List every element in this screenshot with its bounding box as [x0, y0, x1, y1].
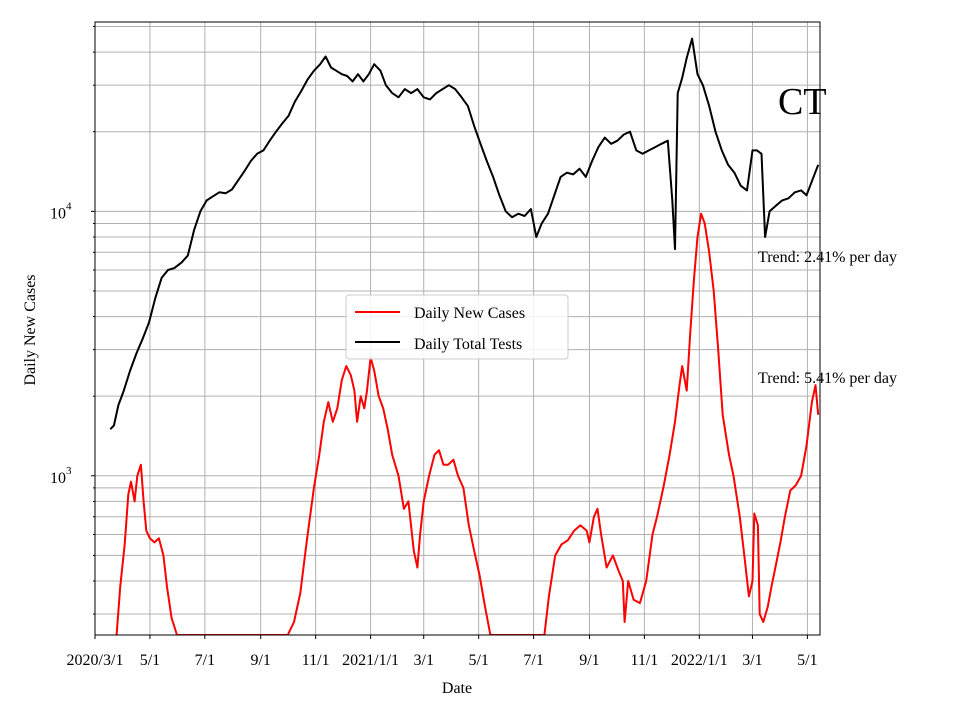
trend-annotation-cases: Trend: 5.41% per day [758, 370, 897, 387]
x-tick-label: 2021/1/1 [342, 652, 399, 669]
legend-label-tests: Daily Total Tests [414, 336, 522, 353]
legend: Daily New Cases Daily Total Tests [345, 294, 569, 360]
series-line-1 [109, 37, 820, 430]
x-tick-label: 11/1 [302, 652, 330, 669]
series-line-0 [115, 212, 820, 635]
x-tick-label: 3/1 [414, 652, 434, 669]
plot-frame [94, 21, 821, 636]
y-tick-label: 103 [50, 465, 72, 487]
x-tick-label: 11/1 [630, 652, 658, 669]
state-label: CT [778, 81, 827, 123]
x-axis-title: Date [442, 680, 472, 697]
axis-ticks: 2020/3/1 5/1 7/1 9/1 11/1 2021/1/1 3/1 5/1 7/1 9/… [50, 26, 818, 669]
x-tick-label: 2020/3/1 [67, 652, 124, 669]
y-tick-label: 104 [50, 200, 72, 222]
legend-box [345, 294, 569, 360]
x-tick-label: 5/1 [468, 652, 488, 669]
x-tick-label: 9/1 [250, 652, 270, 669]
x-tick-label: 7/1 [195, 652, 215, 669]
x-tick-label: 3/1 [742, 652, 762, 669]
x-tick-label: 5/1 [797, 652, 817, 669]
x-tick-label: 2022/1/1 [671, 652, 728, 669]
x-tick-label: 9/1 [579, 652, 599, 669]
legend-label-cases: Daily New Cases [414, 305, 525, 322]
y-axis-title: Daily New Cases [22, 274, 39, 385]
series-lines [109, 37, 820, 635]
x-tick-label: 7/1 [523, 652, 543, 669]
trend-annotation-tests: Trend: 2.41% per day [758, 249, 897, 266]
x-tick-label: 5/1 [140, 652, 160, 669]
